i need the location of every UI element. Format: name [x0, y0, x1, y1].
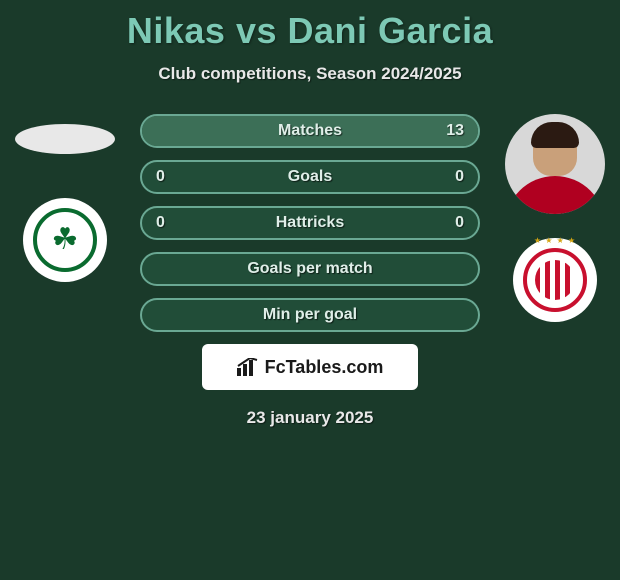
stat-value-right: 0 [455, 168, 464, 186]
page-title: Nikas vs Dani Garcia [0, 0, 620, 52]
player-left-club-badge: ☘ [23, 198, 107, 282]
chart-icon [237, 358, 259, 376]
stat-value-left: 0 [156, 214, 165, 232]
stat-label: Min per goal [263, 306, 357, 324]
footer-date: 23 january 2025 [0, 408, 620, 428]
stat-value-left: 0 [156, 168, 165, 186]
player-right-club-badge: ★ ★ ★ ★ [513, 238, 597, 322]
stat-label: Matches [278, 122, 342, 140]
player-left-avatar [15, 124, 115, 154]
player-right-avatar [505, 114, 605, 214]
stat-bar: 0 Goals 0 [140, 160, 480, 194]
player-left-column: ☘ [10, 114, 120, 282]
stat-label: Goals [288, 168, 332, 186]
stat-value-right: 13 [446, 122, 464, 140]
brand-text: FcTables.com [265, 357, 384, 378]
stat-label: Hattricks [276, 214, 344, 232]
comparison-panel: ☘ ★ ★ ★ ★ Matches 13 0 Goals 0 0 Hattricks 0 Goa… [0, 114, 620, 428]
stat-bar: Min per goal [140, 298, 480, 332]
stat-bar: Goals per match [140, 252, 480, 286]
player-right-column: ★ ★ ★ ★ [500, 114, 610, 322]
avatar-hair [531, 122, 579, 148]
page-subtitle: Club competitions, Season 2024/2025 [0, 64, 620, 84]
stat-bar: 0 Hattricks 0 [140, 206, 480, 240]
stat-value-right: 0 [455, 214, 464, 232]
stat-bars: Matches 13 0 Goals 0 0 Hattricks 0 Goals per mat… [140, 114, 480, 332]
stat-label: Goals per match [247, 260, 372, 278]
stat-bar: Matches 13 [140, 114, 480, 148]
club-badge-ring [523, 248, 587, 312]
club-stars-icon: ★ ★ ★ ★ [534, 236, 576, 245]
avatar-shoulders [505, 176, 605, 214]
shamrock-icon: ☘ [52, 225, 79, 255]
club-badge-ring: ☘ [33, 208, 97, 272]
club-stripes-icon [535, 260, 575, 300]
brand-badge: FcTables.com [202, 344, 418, 390]
